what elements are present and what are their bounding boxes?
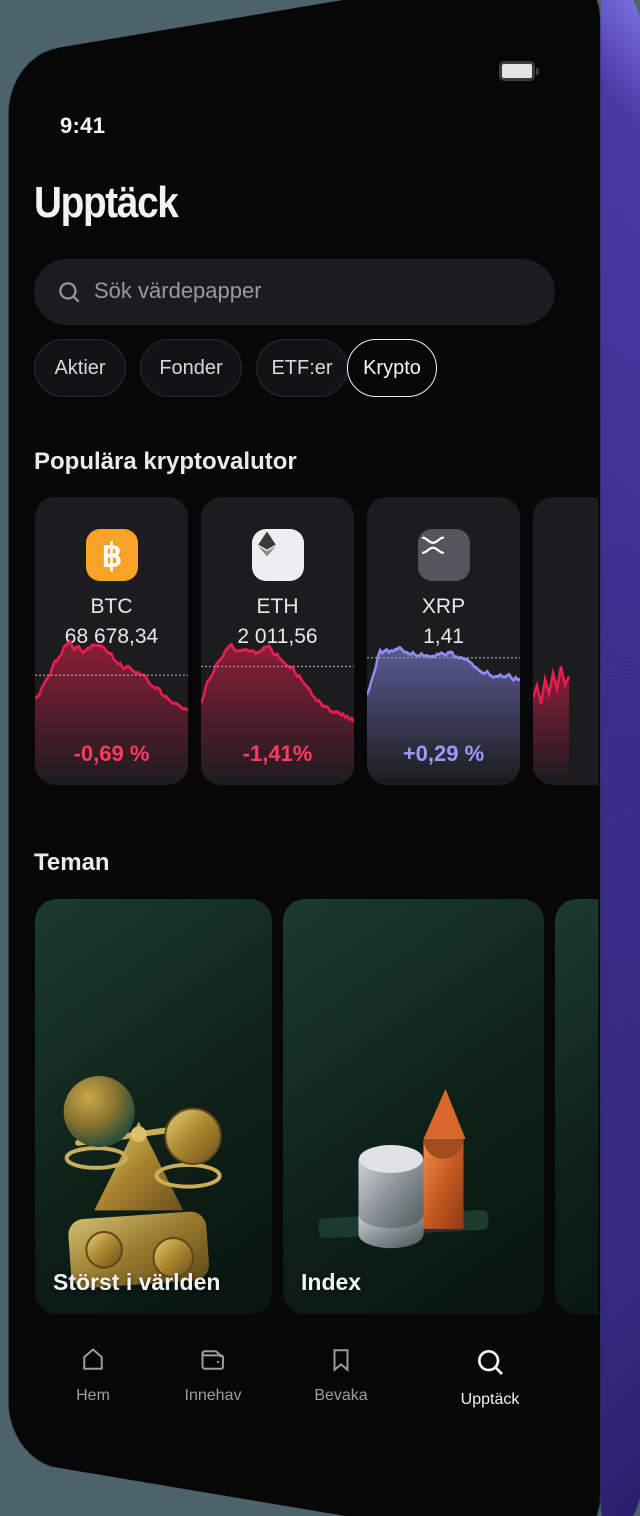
svg-text:฿: ฿	[101, 537, 122, 573]
